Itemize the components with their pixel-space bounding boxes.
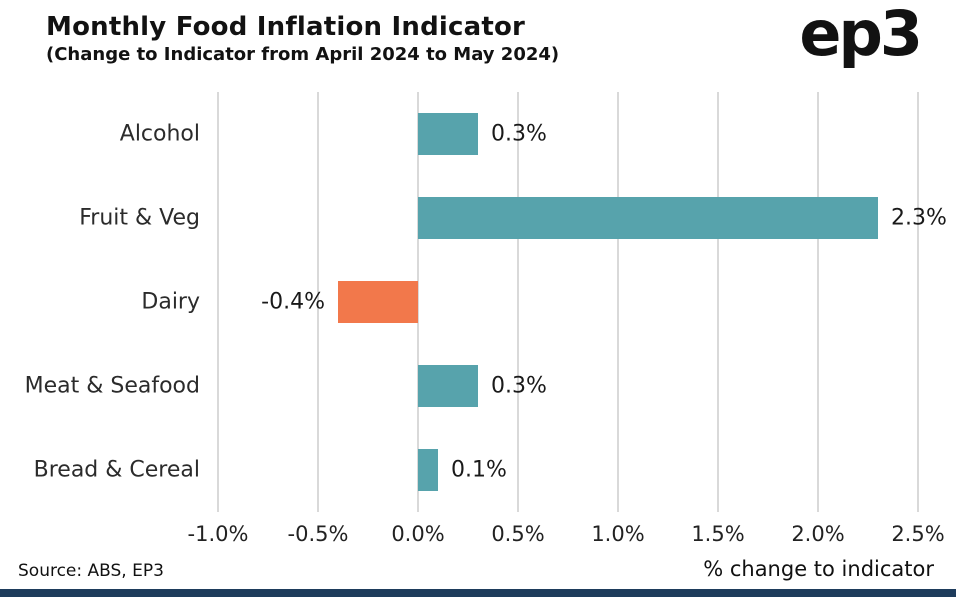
gridline <box>217 92 219 512</box>
x-tick-label: 2.5% <box>891 522 945 546</box>
category-label: Meat & Seafood <box>24 373 200 399</box>
x-axis: -1.0% -0.5% 0.0% 0.5% 1.0% 1.5% 2.0% 2.5% <box>188 512 945 558</box>
bar-chart: Alcohol 0.3% Fruit & Veg 2.3% Dairy -0.4% Meat… <box>0 92 947 546</box>
x-axis-title: % change to indicator <box>703 557 934 581</box>
bar-bread-cereal <box>418 449 438 491</box>
category-label: Dairy <box>141 289 200 315</box>
value-label: 0.3% <box>491 121 547 147</box>
value-label: 2.3% <box>891 205 947 231</box>
value-label: 0.1% <box>451 457 507 483</box>
category-label: Fruit & Veg <box>79 205 200 231</box>
chart-subtitle: (Change to Indicator from April 2024 to … <box>46 44 560 65</box>
ep3-logo: ep3 <box>799 0 923 70</box>
x-tick-label: -0.5% <box>287 522 349 546</box>
bar-alcohol <box>418 113 478 155</box>
bar-meat-seafood <box>418 365 478 407</box>
x-tick-label: 1.5% <box>691 522 745 546</box>
gridline <box>917 92 919 512</box>
bar-dairy <box>338 281 418 323</box>
bar-row: Alcohol 0.3% <box>120 92 918 176</box>
bar-fruit-veg <box>418 197 878 239</box>
bar-row: Meat & Seafood 0.3% <box>25 344 918 428</box>
plot-area: Alcohol 0.3% Fruit & Veg 2.3% Dairy -0.4% Meat… <box>25 92 947 512</box>
value-label: -0.4% <box>261 289 325 315</box>
x-tick-label: 1.0% <box>591 522 645 546</box>
gridline <box>617 92 619 512</box>
bar-row: Dairy -0.4% <box>141 260 918 344</box>
chart-header: Monthly Food Inflation Indicator (Change… <box>0 0 956 70</box>
category-label: Alcohol <box>119 121 200 147</box>
x-tick-label: 2.0% <box>791 522 845 546</box>
gridline <box>817 92 819 512</box>
x-tick-label: 0.5% <box>491 522 545 546</box>
gridline <box>717 92 719 512</box>
chart-footer: Source: ABS, EP3 % change to indicator <box>18 557 934 581</box>
x-tick-label: -1.0% <box>187 522 249 546</box>
value-label: 0.3% <box>491 373 547 399</box>
source-note: Source: ABS, EP3 <box>18 561 164 581</box>
category-label: Bread & Cereal <box>33 457 200 483</box>
gridline <box>417 92 419 512</box>
accent-strip <box>0 589 956 597</box>
gridline <box>317 92 319 512</box>
x-tick-label: 0.0% <box>391 522 445 546</box>
bar-row: Fruit & Veg 2.3% <box>79 176 947 260</box>
chart-title: Monthly Food Inflation Indicator <box>46 12 526 42</box>
gridline <box>517 92 519 512</box>
bar-row: Bread & Cereal 0.1% <box>34 428 918 512</box>
